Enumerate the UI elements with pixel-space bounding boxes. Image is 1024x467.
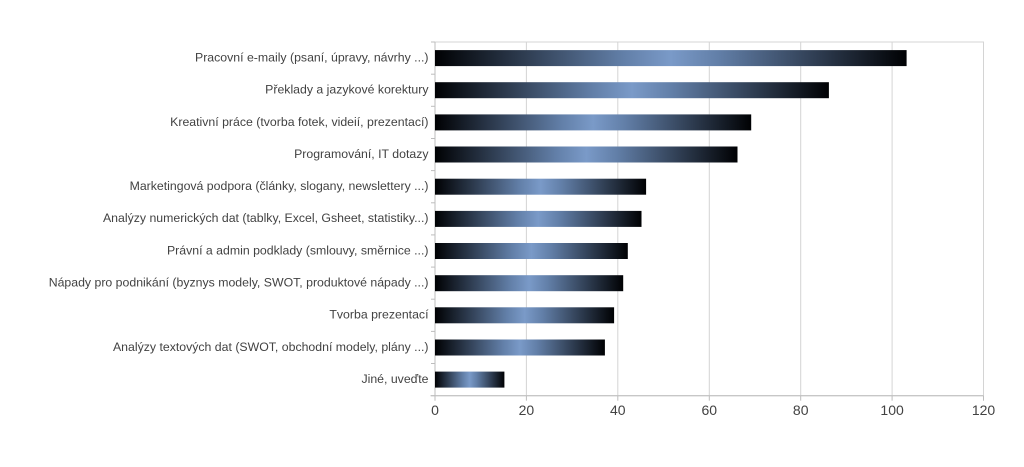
- svg-text:Tvorba prezentací: Tvorba prezentací: [329, 308, 429, 322]
- svg-text:Nápady pro podnikání (byznys m: Nápady pro podnikání (byznys modely, SWO…: [49, 276, 429, 290]
- svg-text:Analýzy numerických dat (tablk: Analýzy numerických dat (tablky, Excel, …: [103, 211, 429, 225]
- svg-text:Překlady a jazykové korektury: Překlady a jazykové korektury: [265, 83, 429, 97]
- svg-text:100: 100: [880, 402, 904, 418]
- svg-text:120: 120: [972, 402, 996, 418]
- svg-text:Právní a admin podklady (smlou: Právní a admin podklady (smlouvy, směrni…: [167, 243, 429, 257]
- svg-text:Analýzy textových dat (SWOT, o: Analýzy textových dat (SWOT, obchodní mo…: [113, 340, 429, 354]
- svg-text:40: 40: [610, 402, 626, 418]
- svg-text:60: 60: [702, 402, 718, 418]
- svg-text:80: 80: [793, 402, 809, 418]
- svg-text:0: 0: [431, 402, 439, 418]
- svg-text:Programování, IT dotazy: Programování, IT dotazy: [294, 147, 429, 161]
- svg-text:Kreativní práce (tvorba fotek,: Kreativní práce (tvorba fotek, videií, p…: [170, 115, 428, 129]
- svg-text:Marketingová podpora (články,: Marketingová podpora (články, slogany, n…: [130, 179, 429, 193]
- svg-text:Jiné, uveďte: Jiné, uveďte: [361, 372, 428, 386]
- svg-text:20: 20: [519, 402, 535, 418]
- svg-text:Pracovní e-maily (psaní, úprav: Pracovní e-maily (psaní, úpravy, návrhy …: [195, 51, 429, 65]
